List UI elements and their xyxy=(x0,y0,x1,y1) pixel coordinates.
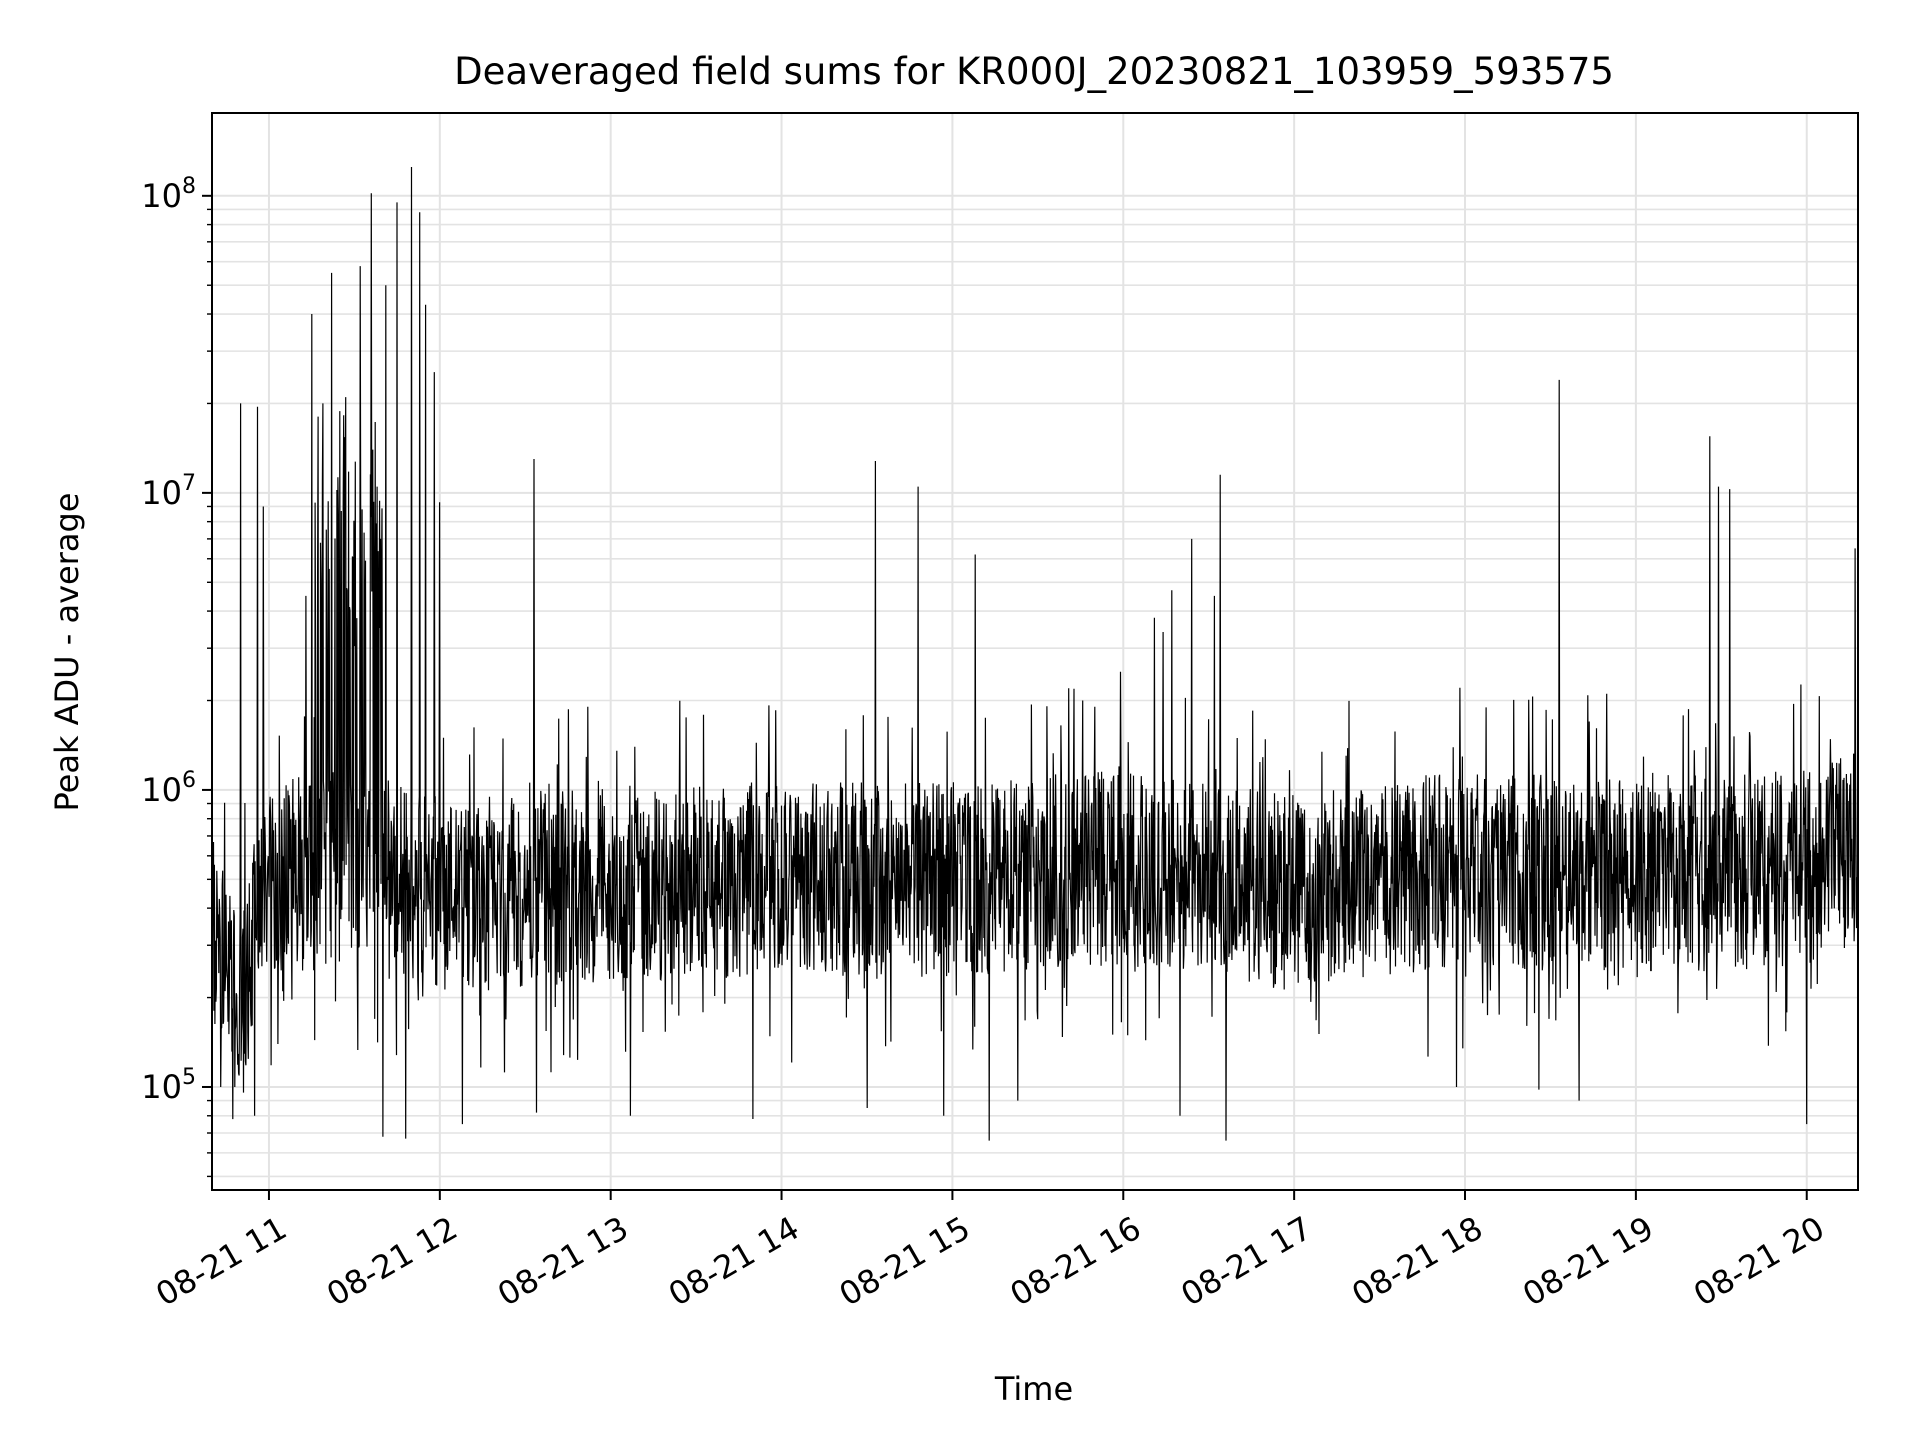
y-axis-label: Peak ADU - average xyxy=(48,493,86,812)
y-tick-label: 108 xyxy=(141,174,196,215)
y-axis: 105 106 107 108 xyxy=(141,174,212,1178)
plot-frame xyxy=(211,112,1859,1191)
y-tick-label: 106 xyxy=(141,768,196,809)
chart-title: Deaveraged field sums for KR000J_2023082… xyxy=(454,50,1614,93)
series-line xyxy=(211,166,1859,1141)
y-tick-label: 107 xyxy=(141,471,196,512)
y-tick-label: 105 xyxy=(141,1065,196,1106)
x-axis-label: Time xyxy=(994,1370,1073,1408)
series xyxy=(211,166,1859,1141)
